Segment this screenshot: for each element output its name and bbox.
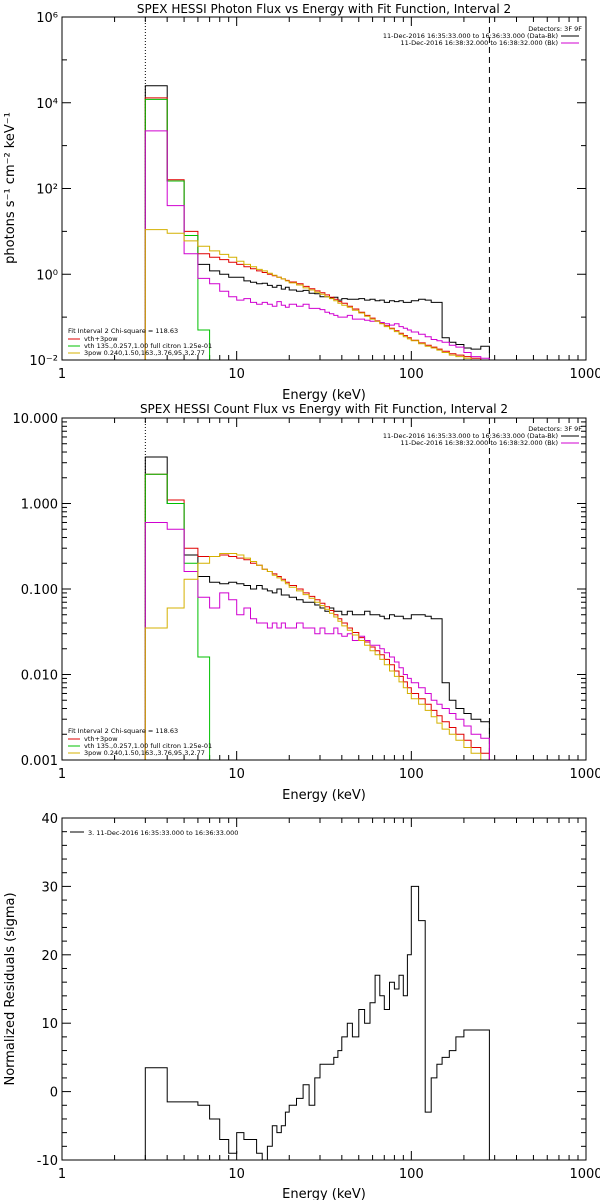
residuals-panel: 1 10 100 1000 -10 0 10 20 30 40 Energy (keV) Norm… xyxy=(3,812,600,1200)
x-tick-label: 10 xyxy=(228,367,245,382)
y-tick-label: 10 xyxy=(41,1017,58,1032)
fit-label-thermal: vth 135.,0.257,1.00 full citron 1.25e-01 xyxy=(84,742,212,750)
y-tick-label: 10⁰ xyxy=(36,268,58,283)
x-axis-label: Energy (keV) xyxy=(282,388,366,403)
fit-legend: Fit Interval 2 Chi-square = 118.63 vth+3… xyxy=(68,727,212,757)
time-label-bk: 11-Dec-2016 16:38:32.000 to 16:38:32.000… xyxy=(401,439,559,447)
photon-flux-panel: SPEX HESSI Photon Flux vs Energy with Fi… xyxy=(3,2,600,403)
series-4-histogram xyxy=(144,229,490,361)
x-tick-label: 1000 xyxy=(569,767,600,782)
x-tick-label: 1 xyxy=(58,767,66,782)
series-0-histogram xyxy=(144,885,490,1161)
y-tick-label: 0 xyxy=(50,1086,58,1101)
y-axis-label: photons s⁻¹ cm⁻² keV⁻¹ xyxy=(3,112,18,264)
time-label-bk: 11-Dec-2016 16:38:32.000 to 16:38:32.000… xyxy=(401,39,559,47)
time-label-data: 11-Dec-2016 16:35:33.000 to 16:36:33.000… xyxy=(383,432,558,440)
plot-frame xyxy=(61,16,587,361)
axis-ticks: 1 10 100 1000 10⁻² 10⁰ 10² 10⁴ 10⁶ xyxy=(29,11,600,382)
time-legend: 11-Dec-2016 16:35:33.000 to 16:36:33.000… xyxy=(383,432,579,447)
plot-area xyxy=(144,418,490,761)
series-3-histogram xyxy=(144,522,490,760)
x-tick-label: 10 xyxy=(228,1167,245,1182)
plot-frame xyxy=(61,417,587,761)
x-tick-label: 10 xyxy=(228,767,245,782)
series-0-histogram xyxy=(144,456,490,760)
y-tick-label: 10.000 xyxy=(13,412,59,427)
x-axis-label: Energy (keV) xyxy=(282,788,366,803)
y-tick-label: -10 xyxy=(37,1154,58,1169)
y-tick-label: 10⁶ xyxy=(36,11,58,26)
y-tick-label: 10⁻² xyxy=(29,354,58,369)
x-tick-label: 100 xyxy=(399,767,424,782)
series-3-histogram xyxy=(144,130,490,360)
y-tick-label: 10² xyxy=(36,183,58,198)
plot-frame xyxy=(61,817,587,1161)
fit-label-chi: Fit Interval 2 Chi-square = 118.63 xyxy=(68,727,178,735)
x-tick-label: 1000 xyxy=(569,367,600,382)
fit-label-total: vth+3pow xyxy=(84,735,118,743)
x-tick-label: 1 xyxy=(58,367,66,382)
plot-area xyxy=(144,17,490,361)
detectors-label: Detectors: 3F 9F xyxy=(528,425,582,433)
plot-area xyxy=(144,885,490,1161)
axis-ticks: 1 10 100 1000 0.001 0.010 0.100 1.000 10.000 xyxy=(13,412,600,782)
y-tick-label: 0.010 xyxy=(21,669,58,684)
y-axis-label: Normalized Residuals (sigma) xyxy=(3,892,18,1085)
count-flux-panel: SPEX HESSI Count Flux vs Energy with Fit… xyxy=(13,402,600,803)
fit-legend: Fit Interval 2 Chi-square = 118.63 vth+3… xyxy=(68,327,212,357)
y-tick-label: 30 xyxy=(41,880,58,895)
x-tick-label: 100 xyxy=(399,367,424,382)
x-axis-label: Energy (keV) xyxy=(282,1187,366,1200)
x-tick-label: 1000 xyxy=(569,1167,600,1182)
y-tick-label: 20 xyxy=(41,949,58,964)
series-1-histogram xyxy=(144,97,490,361)
time-legend: 11-Dec-2016 16:35:33.000 to 16:36:33.000… xyxy=(383,32,579,47)
series-0-histogram xyxy=(144,85,490,360)
panel-title: SPEX HESSI Photon Flux vs Energy with Fi… xyxy=(137,2,511,16)
x-tick-label: 1 xyxy=(58,1167,66,1182)
fit-label-powerlaw: 3pow 0.240,1.50,163.,3.76,95.3,2.77 xyxy=(84,749,205,757)
fit-label-total: vth+3pow xyxy=(84,335,118,343)
panel-title: SPEX HESSI Count Flux vs Energy with Fit… xyxy=(140,402,508,416)
y-tick-label: 10⁴ xyxy=(36,97,58,112)
residual-legend-label: 3. 11-Dec-2016 16:35:33.000 to 16:36:33.… xyxy=(88,829,238,837)
fit-label-chi: Fit Interval 2 Chi-square = 118.63 xyxy=(68,327,178,335)
time-label-data: 11-Dec-2016 16:35:33.000 to 16:36:33.000… xyxy=(383,32,558,40)
fit-label-powerlaw: 3pow 0.240,1.50,163.,3.76,95.3,2.77 xyxy=(84,349,205,357)
series-1-histogram xyxy=(144,473,490,760)
y-tick-label: 0.001 xyxy=(21,754,58,769)
x-tick-label: 100 xyxy=(399,1167,424,1182)
axis-ticks: 1 10 100 1000 -10 0 10 20 30 40 xyxy=(37,812,600,1182)
y-tick-label: 1.000 xyxy=(21,498,58,513)
y-tick-label: 40 xyxy=(41,812,58,827)
detectors-label: Detectors: 3F 9F xyxy=(528,25,582,33)
series-4-histogram xyxy=(144,553,490,761)
y-tick-label: 0.100 xyxy=(21,583,58,598)
fit-label-thermal: vth 135.,0.257,1.00 full citron 1.25e-01 xyxy=(84,342,212,350)
series-2-histogram xyxy=(144,473,211,760)
